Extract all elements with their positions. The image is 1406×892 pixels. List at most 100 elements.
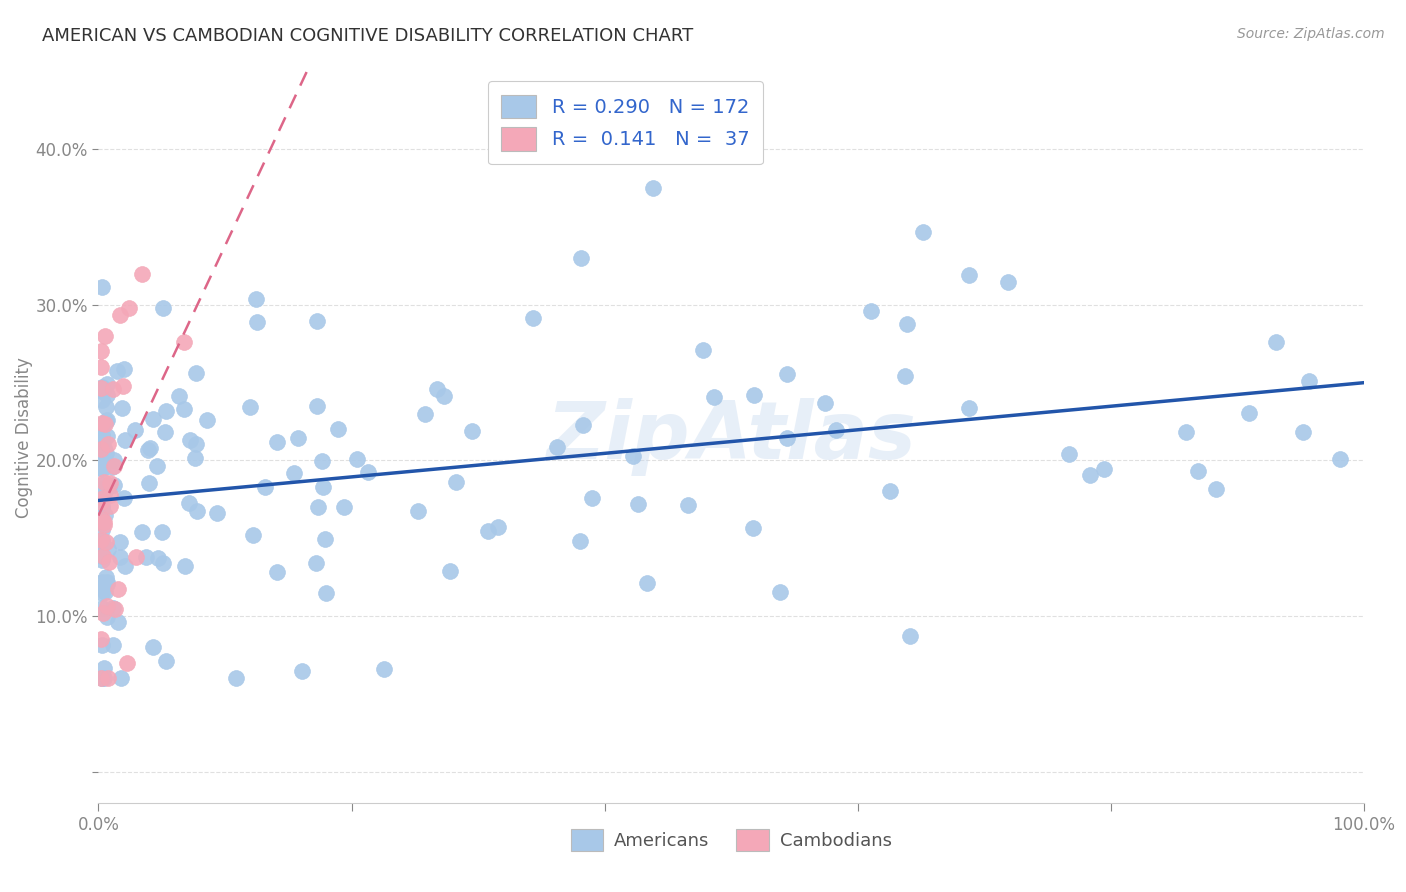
Point xyxy=(859,304,882,318)
Point xyxy=(152,301,174,316)
Point xyxy=(98,499,121,513)
Point xyxy=(91,671,114,685)
Point xyxy=(94,414,117,428)
Point xyxy=(91,384,114,399)
Point xyxy=(291,665,314,679)
Point xyxy=(101,601,124,615)
Point xyxy=(641,180,664,194)
Point xyxy=(311,454,333,468)
Point xyxy=(91,516,114,530)
Point xyxy=(93,475,115,489)
Point xyxy=(96,574,118,589)
Point xyxy=(486,519,509,533)
Point xyxy=(91,533,114,548)
Point xyxy=(1059,447,1081,461)
Point xyxy=(93,671,115,685)
Point xyxy=(91,460,114,475)
Point xyxy=(814,396,837,410)
Text: ZipAtlas: ZipAtlas xyxy=(546,398,917,476)
Point xyxy=(96,413,118,427)
Point xyxy=(124,423,146,437)
Point xyxy=(91,279,114,293)
Point xyxy=(676,498,699,512)
Point xyxy=(94,483,117,498)
Point xyxy=(825,423,848,437)
Point xyxy=(155,654,177,668)
Point xyxy=(91,487,114,501)
Point xyxy=(104,602,127,616)
Point xyxy=(173,335,195,350)
Point xyxy=(103,459,125,474)
Point xyxy=(239,400,262,414)
Point xyxy=(415,407,437,421)
Point xyxy=(96,610,118,624)
Point xyxy=(898,629,921,643)
Point xyxy=(186,366,208,380)
Point xyxy=(997,276,1019,290)
Point xyxy=(312,479,335,493)
Point xyxy=(1237,405,1260,419)
Point xyxy=(131,267,153,281)
Point xyxy=(107,582,129,597)
Point xyxy=(111,401,134,416)
Point xyxy=(90,495,112,509)
Point xyxy=(94,570,117,584)
Point xyxy=(101,638,124,652)
Point xyxy=(346,451,368,466)
Point xyxy=(91,380,114,394)
Point xyxy=(304,556,326,570)
Point xyxy=(103,382,125,396)
Point xyxy=(425,382,447,396)
Point xyxy=(90,512,112,526)
Point xyxy=(572,418,595,433)
Point xyxy=(896,317,918,331)
Point xyxy=(283,466,305,480)
Point xyxy=(253,480,276,494)
Point xyxy=(91,457,114,471)
Point xyxy=(105,364,128,378)
Point xyxy=(93,508,115,522)
Point xyxy=(692,343,714,358)
Point xyxy=(115,656,138,670)
Point xyxy=(266,565,288,579)
Point xyxy=(186,504,208,518)
Point xyxy=(776,431,799,445)
Point xyxy=(96,599,118,613)
Point xyxy=(742,388,765,402)
Point xyxy=(179,434,201,448)
Point xyxy=(90,359,112,374)
Point xyxy=(94,585,117,599)
Point xyxy=(101,460,124,475)
Point xyxy=(96,429,118,443)
Point xyxy=(152,556,174,570)
Point xyxy=(103,452,125,467)
Point xyxy=(957,268,980,282)
Point xyxy=(93,660,115,674)
Point xyxy=(93,446,115,460)
Point xyxy=(1078,468,1101,483)
Point xyxy=(522,311,544,326)
Point xyxy=(91,580,114,594)
Point xyxy=(98,475,121,490)
Point xyxy=(444,475,467,489)
Point xyxy=(245,292,267,306)
Point xyxy=(703,390,725,404)
Point xyxy=(91,549,114,564)
Point xyxy=(1092,462,1115,476)
Point xyxy=(142,411,165,425)
Point xyxy=(91,586,114,600)
Point xyxy=(96,400,118,414)
Point xyxy=(184,437,207,451)
Point xyxy=(97,671,120,685)
Point xyxy=(91,438,114,452)
Point xyxy=(477,524,499,538)
Text: AMERICAN VS CAMBODIAN COGNITIVE DISABILITY CORRELATION CHART: AMERICAN VS CAMBODIAN COGNITIVE DISABILI… xyxy=(42,27,693,45)
Point xyxy=(112,491,135,505)
Point xyxy=(94,535,117,549)
Point xyxy=(373,662,395,676)
Point xyxy=(91,606,114,620)
Point xyxy=(98,479,121,493)
Point xyxy=(91,600,114,615)
Point xyxy=(91,441,114,455)
Point xyxy=(91,417,114,431)
